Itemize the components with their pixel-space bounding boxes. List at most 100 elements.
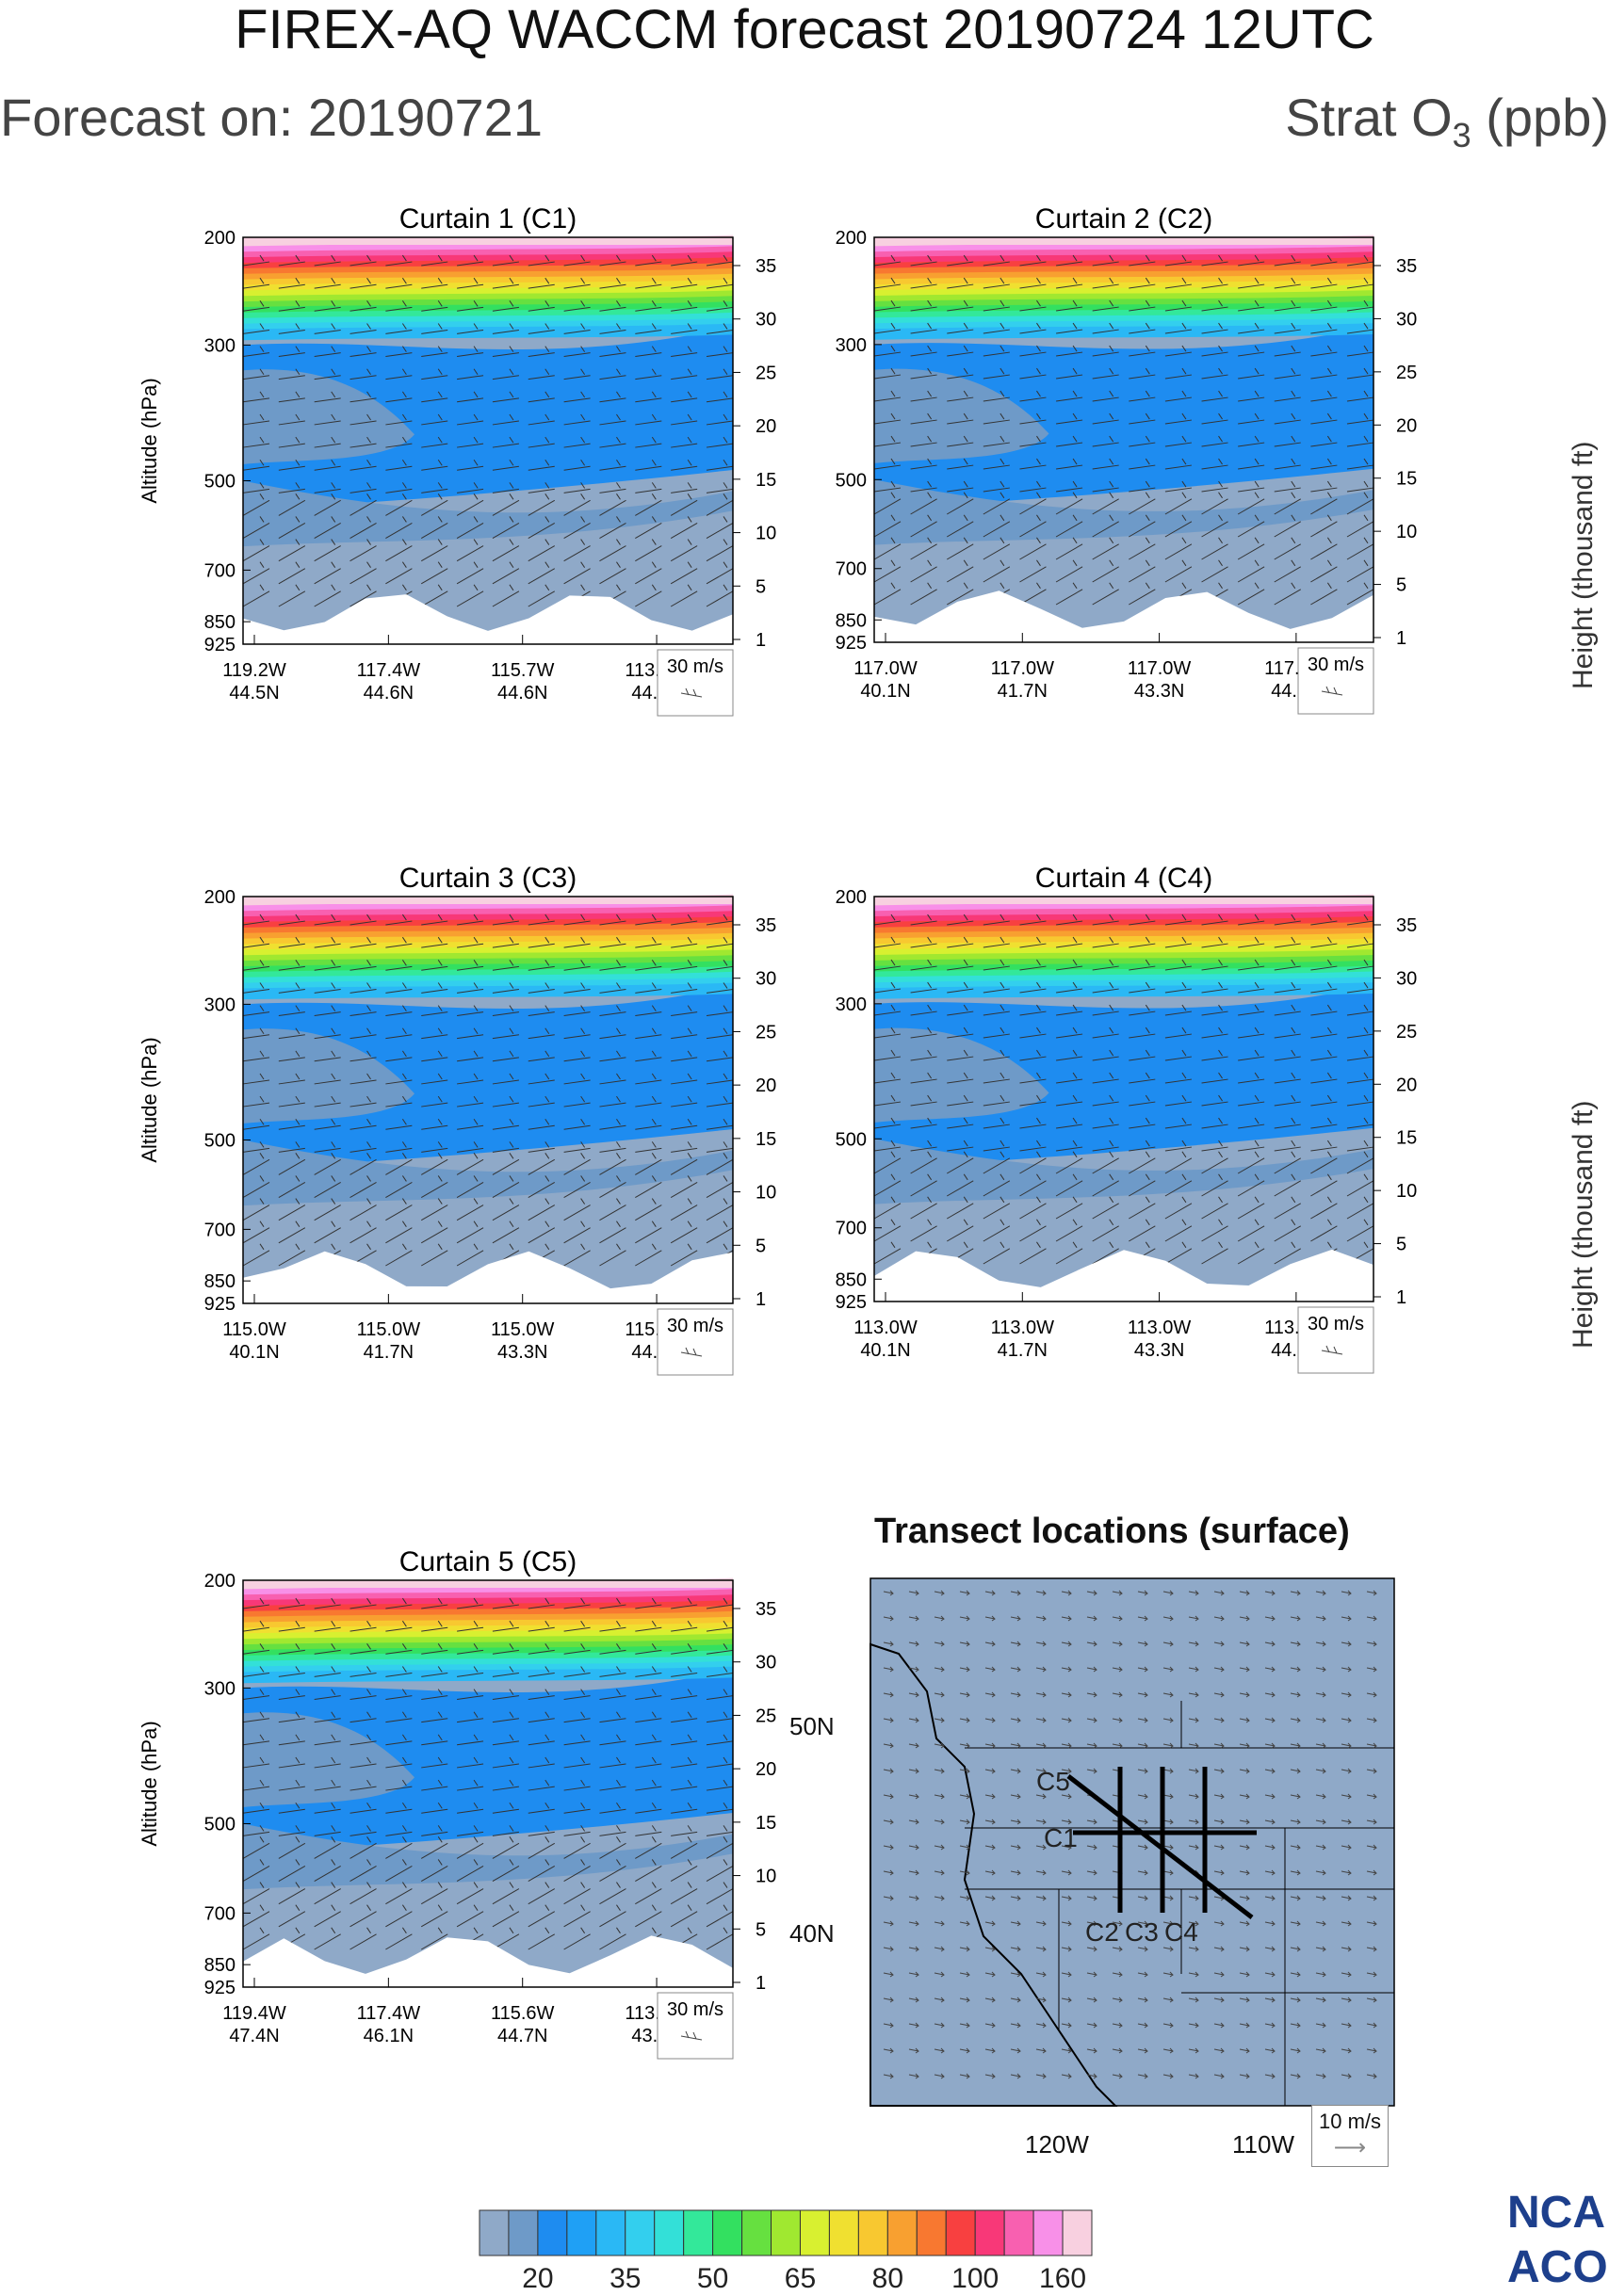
wind-barb	[314, 1175, 341, 1199]
wind-barb	[563, 413, 591, 426]
wind-arrow	[934, 2022, 945, 2029]
wind-arrow	[1290, 1691, 1301, 1698]
wind-barb	[1129, 345, 1156, 357]
wind-barb	[528, 1095, 555, 1108]
ozone-field	[243, 1577, 733, 1987]
wind-barb	[706, 1802, 734, 1814]
wind-arrow	[1162, 1666, 1174, 1673]
ozone-field	[243, 234, 733, 644]
wind-barb	[457, 1095, 484, 1108]
wind-barb	[910, 345, 937, 357]
x-tick-lon: 113.0W	[991, 1318, 1055, 1338]
wind-barb	[1055, 537, 1083, 560]
colorbar-swatch	[1062, 2209, 1093, 2256]
wind-barb	[528, 1198, 556, 1221]
wind-barb	[457, 1005, 484, 1017]
map-title: Transect locations (surface)	[874, 1512, 1350, 1551]
wind-barb	[242, 1756, 270, 1769]
wind-barb	[385, 561, 413, 585]
wind-arrow	[883, 2047, 894, 2054]
plot-frame	[242, 896, 734, 1304]
wind-barb	[671, 1666, 698, 1677]
wind-arrow	[934, 1691, 945, 1698]
wind-barb	[528, 254, 555, 267]
wind-barb	[1164, 1094, 1192, 1107]
wind-barb	[314, 914, 341, 926]
wind-barb	[563, 459, 591, 471]
wind-barb	[456, 1153, 484, 1175]
wind-arrow	[1366, 2022, 1377, 2029]
wind-arrow	[1035, 1615, 1047, 1622]
wind-barb	[563, 1734, 591, 1746]
wind-barb	[947, 390, 974, 402]
wind-reference-label: 30 m/s	[1308, 1314, 1364, 1334]
wind-barb	[910, 1004, 937, 1016]
wind-arrow	[1315, 1691, 1326, 1698]
wind-barb	[947, 1004, 974, 1016]
wind-arrow	[1213, 1590, 1225, 1596]
wind-arrow	[1061, 1615, 1072, 1622]
ozone-contour-band	[243, 1666, 733, 1684]
wind-barb	[599, 1597, 626, 1609]
wind-barb	[385, 368, 413, 380]
wind-barb	[1092, 412, 1119, 425]
wind-arrow	[984, 1971, 996, 1978]
wind-barb	[1056, 1072, 1083, 1084]
wind-barb	[528, 1027, 555, 1040]
colorbar-swatch	[479, 2209, 510, 2256]
wind-barb	[420, 1836, 448, 1859]
transect-label: C3	[1125, 1917, 1159, 1947]
wind-barb	[1346, 1094, 1374, 1107]
height-tick-label: 5	[756, 1236, 766, 1256]
wind-barb	[947, 914, 974, 926]
wind-barb	[528, 1050, 555, 1062]
wind-barb	[528, 1118, 555, 1130]
wind-barb	[873, 981, 902, 994]
height-tick-label: 15	[756, 1129, 776, 1150]
wind-barb	[1238, 981, 1265, 994]
wind-arrow	[883, 2022, 894, 2029]
wind-barb	[278, 960, 305, 971]
wind-barb	[1092, 1173, 1119, 1197]
wind-barb	[492, 1620, 519, 1632]
wind-barb	[421, 1711, 448, 1723]
colorbar-swatch	[741, 2209, 772, 2256]
wind-barb	[1346, 458, 1374, 470]
wind-barb	[421, 982, 448, 994]
wind-barb	[706, 516, 734, 540]
wind-arrow	[1290, 2073, 1301, 2079]
wind-arrow	[1061, 1666, 1072, 1673]
wind-barb	[1129, 582, 1156, 606]
wind-barb	[314, 1711, 341, 1723]
wind-barb	[563, 1620, 591, 1632]
wind-barb	[563, 1221, 591, 1244]
wind-barb	[946, 492, 974, 515]
wind-arrow	[1213, 1971, 1225, 1978]
wind-barb	[599, 1095, 626, 1108]
x-tick-lat: 47.4N	[229, 2026, 279, 2046]
wind-reference-label: 30 m/s	[667, 1999, 723, 2020]
wind-arrow	[1162, 1869, 1174, 1876]
wind-barb	[873, 299, 902, 312]
wind-barb	[1238, 1140, 1265, 1152]
wind-barb	[242, 1050, 270, 1062]
wind-barb	[1129, 1219, 1156, 1242]
wind-barb	[1019, 1027, 1047, 1039]
wind-barb	[1201, 1196, 1228, 1220]
plot-frame	[242, 1579, 734, 1988]
wind-barb	[314, 1836, 341, 1859]
wind-barb	[706, 1118, 734, 1130]
wind-barb	[528, 1711, 555, 1723]
wind-barb	[242, 1095, 270, 1108]
wind-barb	[706, 300, 734, 312]
x-tick-lon: 117.4W	[357, 660, 421, 681]
wind-barb	[706, 936, 734, 948]
wind-barb	[670, 1175, 698, 1199]
wind-barb	[421, 936, 448, 948]
wind-barb	[1164, 559, 1193, 583]
map-frame	[870, 1577, 1395, 2107]
wind-barb	[983, 322, 1010, 334]
terrain-mask	[243, 1935, 733, 1987]
wind-barb	[599, 1620, 626, 1632]
wind-barb	[599, 300, 626, 312]
